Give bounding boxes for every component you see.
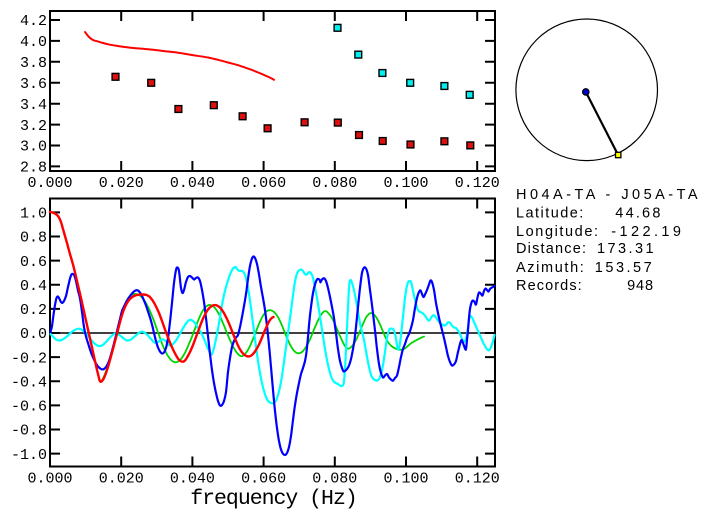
svg-text:0.060: 0.060: [241, 471, 286, 488]
svg-text:0.060: 0.060: [241, 175, 286, 192]
svg-text:Azimuth:: Azimuth:: [516, 260, 584, 276]
svg-text:Records:: Records:: [516, 278, 582, 294]
svg-text:1.0: 1.0: [20, 206, 47, 223]
svg-text:3.6: 3.6: [20, 76, 47, 93]
svg-text:0.000: 0.000: [27, 471, 72, 488]
svg-text:44.68: 44.68: [615, 206, 660, 222]
svg-text:0.000: 0.000: [27, 175, 72, 192]
svg-text:173.31: 173.31: [597, 241, 654, 257]
svg-text:0.100: 0.100: [383, 471, 428, 488]
svg-text:-0.4: -0.4: [11, 374, 47, 391]
svg-text:0.2: 0.2: [20, 302, 47, 319]
svg-text:frequency (Hz): frequency (Hz): [190, 487, 358, 511]
svg-text:H04A-TA - J05A-TA: H04A-TA - J05A-TA: [516, 187, 698, 203]
svg-text:0.100: 0.100: [383, 175, 428, 192]
svg-text:-0.6: -0.6: [11, 399, 47, 416]
svg-text:0.040: 0.040: [170, 175, 215, 192]
svg-text:0.040: 0.040: [170, 471, 215, 488]
svg-text:0.4: 0.4: [20, 278, 47, 295]
svg-text:Longitude:: Longitude:: [516, 224, 598, 240]
svg-text:0.8: 0.8: [20, 230, 47, 247]
svg-text:3.4: 3.4: [20, 97, 47, 114]
svg-text:0.120: 0.120: [455, 471, 500, 488]
svg-text:2.8: 2.8: [20, 160, 47, 177]
svg-text:3.8: 3.8: [20, 55, 47, 72]
svg-text:0.0: 0.0: [20, 326, 47, 343]
svg-text:0.120: 0.120: [455, 175, 500, 192]
svg-text:-0.8: -0.8: [11, 423, 47, 440]
svg-text:153.57: 153.57: [595, 260, 652, 276]
svg-text:-1.0: -1.0: [11, 447, 47, 464]
svg-text:Distance:: Distance:: [516, 241, 586, 257]
svg-text:3.2: 3.2: [20, 118, 47, 135]
svg-text:0.020: 0.020: [99, 471, 144, 488]
svg-text:4.2: 4.2: [20, 13, 47, 30]
svg-text:0.020: 0.020: [99, 175, 144, 192]
svg-text:4.0: 4.0: [20, 34, 47, 51]
svg-text:0.6: 0.6: [20, 254, 47, 271]
svg-text:948: 948: [627, 278, 653, 294]
svg-text:0.080: 0.080: [312, 175, 357, 192]
svg-text:-0.2: -0.2: [11, 350, 47, 367]
svg-text:0.080: 0.080: [312, 471, 357, 488]
svg-text:3.0: 3.0: [20, 139, 47, 156]
